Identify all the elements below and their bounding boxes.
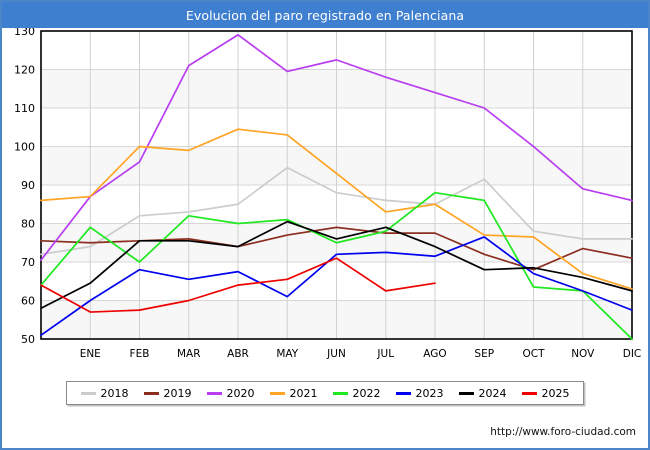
y-axis-tick-label: 110 bbox=[14, 102, 35, 115]
legend-label: 2022 bbox=[352, 386, 381, 400]
x-axis-tick-label: MAR bbox=[177, 348, 201, 360]
series-line-2024 bbox=[40, 220, 633, 310]
legend-label: 2021 bbox=[289, 386, 318, 400]
y-axis-tick-label: 90 bbox=[21, 179, 35, 192]
x-axis-tick-label: AGO bbox=[423, 348, 446, 360]
legend-label: 2024 bbox=[478, 386, 507, 400]
legend-item-2021[interactable]: 2021 bbox=[269, 386, 318, 400]
legend-swatch-2020 bbox=[206, 391, 222, 395]
legend-swatch-2018 bbox=[80, 391, 96, 395]
legend-label: 2020 bbox=[226, 386, 255, 400]
legend-label: 2023 bbox=[415, 386, 444, 400]
y-axis-tick-label: 50 bbox=[21, 333, 35, 346]
legend-swatch-2019 bbox=[143, 391, 159, 395]
source-url: http://www.foro-ciudad.com bbox=[490, 426, 636, 438]
x-axis-tick-label: JUL bbox=[376, 348, 394, 360]
legend-swatch-2022 bbox=[332, 391, 348, 395]
legend-label: 2018 bbox=[100, 386, 129, 400]
series-line-2023 bbox=[40, 236, 633, 336]
series-line-2021 bbox=[40, 128, 633, 290]
x-axis-tick-label: OCT bbox=[522, 348, 545, 360]
y-axis-tick-label: 100 bbox=[14, 141, 35, 154]
y-axis-tick-label: 120 bbox=[14, 64, 35, 77]
x-axis-tick-label: MAY bbox=[276, 348, 298, 360]
page-title: Evolucion del paro registrado en Palenci… bbox=[185, 7, 465, 23]
legend-item-2024[interactable]: 2024 bbox=[458, 386, 507, 400]
legend-item-2020[interactable]: 2020 bbox=[206, 386, 255, 400]
series-line-2018 bbox=[40, 166, 633, 256]
chart-legend: 2018 2019 2020 2021 2022 2023 2024 2025 bbox=[66, 381, 584, 405]
x-axis-labels: ENE FEB MAR ABR MAY JUN JUL AGO SEP OCT NOV DIC bbox=[80, 348, 642, 360]
line-chart-svg: 50 60 70 80 90 100 110 120 130 ENE FEB MAR ABR MAY JUN… bbox=[14, 28, 642, 360]
x-axis-tick-label: SEP bbox=[474, 348, 494, 360]
x-axis-tick-label: NOV bbox=[571, 348, 595, 360]
legend-item-2019[interactable]: 2019 bbox=[143, 386, 192, 400]
x-axis-tick-label: ENE bbox=[80, 348, 101, 360]
legend-swatch-2023 bbox=[395, 391, 411, 395]
data-series-group bbox=[40, 33, 633, 340]
x-axis-tick-label: FEB bbox=[130, 348, 150, 360]
legend-swatch-2021 bbox=[269, 391, 285, 395]
x-axis-tick-label: ABR bbox=[227, 348, 249, 360]
chart-title-bar: Evolucion del paro registrado en Palenci… bbox=[2, 2, 648, 28]
legend-item-2022[interactable]: 2022 bbox=[332, 386, 381, 400]
series-line-2022 bbox=[40, 191, 633, 340]
legend-label: 2019 bbox=[163, 386, 192, 400]
plot-frame bbox=[40, 30, 633, 340]
chart-plot-area: 50 60 70 80 90 100 110 120 130 ENE FEB MAR ABR MAY JUN… bbox=[2, 28, 648, 368]
x-axis-tick-label: DIC bbox=[623, 348, 642, 360]
series-line-2020 bbox=[40, 33, 633, 261]
legend-swatch-2024 bbox=[458, 391, 474, 395]
y-axis-tick-label: 80 bbox=[21, 218, 35, 231]
series-line-2025 bbox=[40, 257, 436, 313]
y-axis-tick-label: 70 bbox=[21, 256, 35, 269]
legend-item-2025[interactable]: 2025 bbox=[521, 386, 570, 400]
legend-item-2023[interactable]: 2023 bbox=[395, 386, 444, 400]
legend-swatch-2025 bbox=[521, 391, 537, 395]
legend-label: 2025 bbox=[541, 386, 570, 400]
y-axis-tick-label: 130 bbox=[14, 28, 35, 38]
x-axis-tick-label: JUN bbox=[326, 348, 346, 360]
y-axis-tick-label: 60 bbox=[21, 295, 35, 308]
legend-item-2018[interactable]: 2018 bbox=[80, 386, 129, 400]
